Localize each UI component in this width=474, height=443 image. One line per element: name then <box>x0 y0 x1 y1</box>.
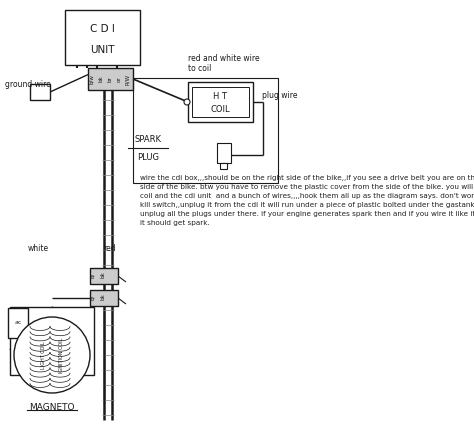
Text: H T: H T <box>213 92 228 101</box>
Text: b/: b/ <box>91 294 95 299</box>
Text: br: br <box>108 76 112 82</box>
Text: b/w: b/w <box>90 74 94 84</box>
Text: C D I: C D I <box>90 24 115 34</box>
Text: IGNITION COIL: IGNITION COIL <box>60 337 64 373</box>
Bar <box>188 82 253 122</box>
Text: SPARK: SPARK <box>135 136 162 144</box>
Bar <box>8 308 28 338</box>
Text: bk: bk <box>100 272 106 278</box>
Text: b/: b/ <box>91 272 95 278</box>
Bar <box>90 268 118 284</box>
Text: red and white wire
to coil: red and white wire to coil <box>188 54 260 73</box>
Text: bk: bk <box>99 76 103 82</box>
Bar <box>10 307 94 375</box>
Text: PLUG: PLUG <box>137 152 159 162</box>
Text: white: white <box>27 244 48 253</box>
Circle shape <box>184 99 190 105</box>
Text: MAGNETO: MAGNETO <box>29 403 75 412</box>
Circle shape <box>14 317 90 393</box>
Text: red: red <box>104 244 116 253</box>
Text: or: or <box>117 76 121 82</box>
Bar <box>30 84 50 100</box>
Bar <box>90 290 118 306</box>
Text: bk: bk <box>100 294 106 300</box>
Text: UNIT: UNIT <box>90 45 115 54</box>
Text: LIGHT COIL: LIGHT COIL <box>42 341 46 369</box>
Bar <box>220 163 227 169</box>
Bar <box>217 143 231 163</box>
Bar <box>133 78 278 183</box>
Text: R/W: R/W <box>126 74 130 85</box>
Bar <box>65 10 140 65</box>
Bar <box>88 68 133 90</box>
Text: plug wire: plug wire <box>262 90 298 100</box>
Text: ac: ac <box>14 320 22 326</box>
Text: ground wire: ground wire <box>5 79 51 89</box>
Bar <box>192 87 249 117</box>
Text: wire the cdi box,,,should be on the right side of the bike,,if you see a drive b: wire the cdi box,,,should be on the righ… <box>140 175 474 226</box>
Text: COIL: COIL <box>210 105 230 114</box>
